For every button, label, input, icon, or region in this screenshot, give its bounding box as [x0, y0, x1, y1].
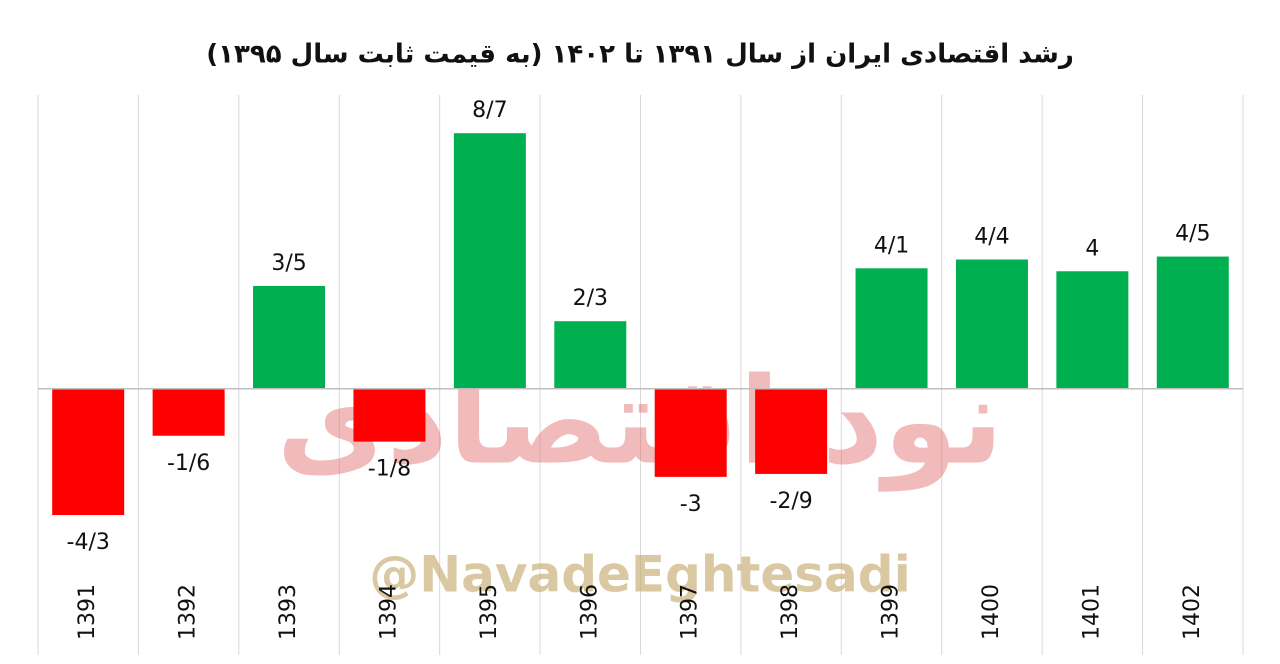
value-label: 4 — [1085, 236, 1099, 261]
value-label: -3 — [680, 492, 702, 517]
bar — [554, 321, 627, 389]
bar — [955, 259, 1028, 389]
value-label: -4/3 — [67, 530, 110, 555]
x-tick-label: 1402 — [1180, 584, 1205, 640]
value-label: 4/1 — [874, 233, 909, 258]
x-tick-label: 1397 — [678, 584, 703, 640]
bar — [353, 388, 426, 442]
value-label: -2/9 — [769, 489, 812, 514]
x-tick-label: 1393 — [276, 584, 301, 640]
bar — [1156, 256, 1229, 389]
value-label: -1/6 — [167, 451, 210, 476]
x-tick-label: 1391 — [75, 584, 100, 640]
bar — [1056, 271, 1129, 389]
value-label: 4/5 — [1175, 222, 1210, 247]
value-label: 3/5 — [271, 251, 306, 276]
chart-title: رشد اقتصادی ایران از سال ۱۳۹۱ تا ۱۴۰۲ (ب… — [206, 40, 1074, 70]
x-tick-label: 1394 — [376, 584, 401, 640]
watermark-handle: @NavadeEghtesadi — [369, 546, 910, 604]
bar — [855, 268, 928, 389]
bar — [654, 388, 727, 477]
bar — [755, 388, 828, 474]
value-label: 2/3 — [573, 286, 608, 311]
x-tick-label: 1392 — [176, 584, 201, 640]
value-label: 4/4 — [974, 225, 1009, 250]
bar — [152, 388, 225, 436]
x-tick-label: 1395 — [477, 584, 502, 640]
bar — [453, 133, 526, 389]
x-tick-label: 1399 — [879, 584, 904, 640]
x-tick-label: 1398 — [778, 584, 803, 640]
value-label: -1/8 — [368, 457, 411, 482]
bar — [52, 388, 125, 516]
value-label: 8/7 — [472, 98, 507, 123]
x-tick-label: 1400 — [979, 584, 1004, 640]
bar — [253, 285, 326, 389]
x-tick-label: 1396 — [577, 584, 602, 640]
x-tick-label: 1401 — [1079, 584, 1104, 640]
